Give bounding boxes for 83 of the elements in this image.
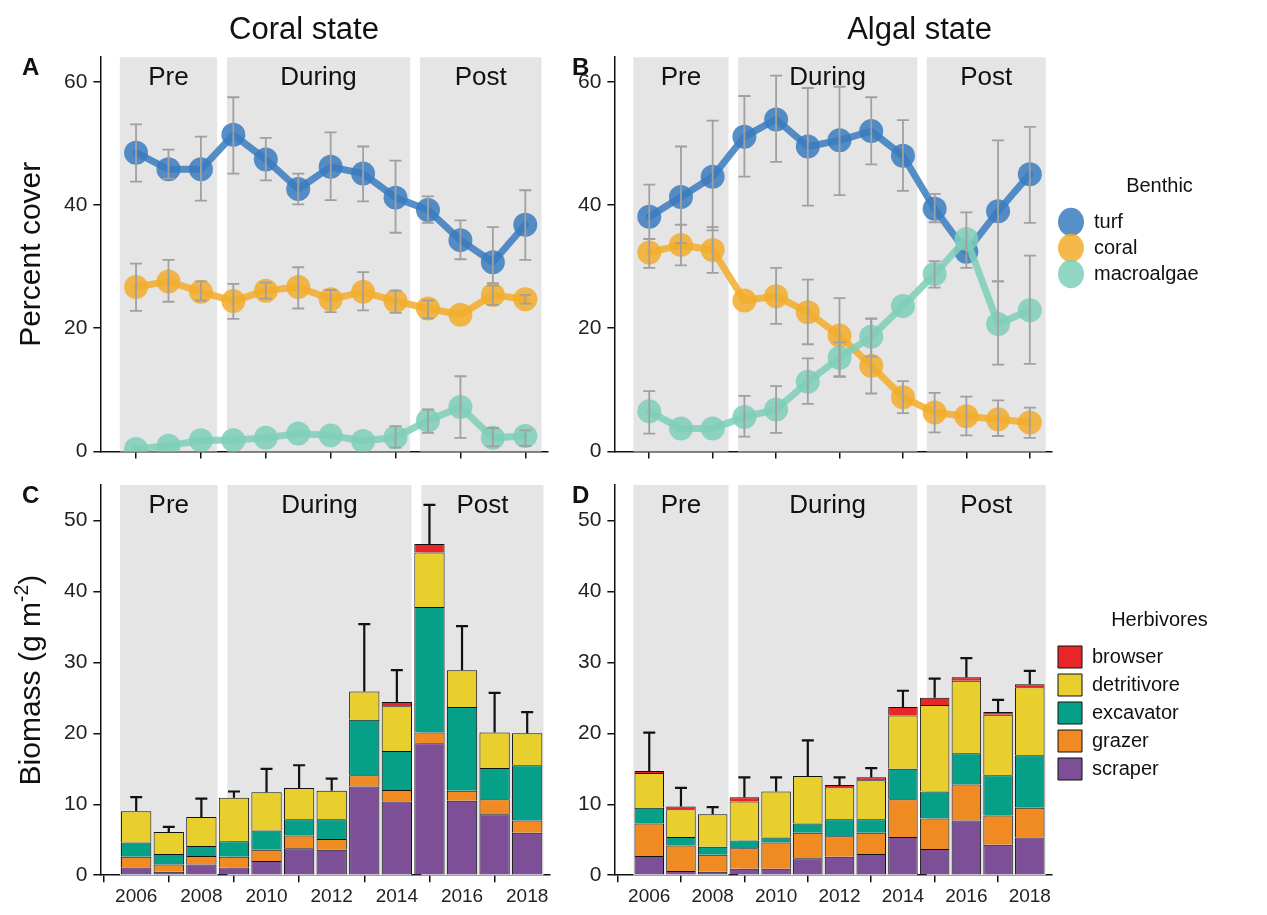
band-label: Pre [148,489,190,520]
band-label: Pre [148,61,189,92]
x-tick-label: 2006 [628,884,671,906]
y-axis-title: Percent cover [13,161,46,347]
point [286,421,311,446]
y-tick-label: 20 [64,315,88,339]
y-tick-label: 40 [578,191,602,215]
y-tick-label: 30 [578,649,602,673]
y-axis-title: Biomass (g m-2) [10,574,46,786]
point [827,345,852,370]
text: D [572,481,590,508]
x-tick-label: 2012 [818,884,861,906]
band-label: Pre [660,489,702,520]
y-tick-label: 10 [578,791,602,815]
band-label: During [280,61,357,92]
point [156,157,181,182]
band-label: During [281,489,358,520]
point [827,128,852,153]
point [221,428,246,452]
y-tick-label: 50 [578,507,602,531]
y-tick-label: 0 [75,438,88,462]
x-tick-label: 2010 [245,884,288,906]
point [668,416,693,441]
point [700,416,725,441]
y-tick-label: 60 [64,68,88,92]
text: C [22,481,40,508]
x-tick-label: 2018 [506,884,549,906]
band-label: During [789,489,866,520]
x-tick-label: 2008 [180,884,223,906]
y-tick-label: 20 [578,315,602,339]
chart-title: Coral state [229,11,379,47]
point [448,395,473,420]
x-tick-label: 2016 [945,884,988,906]
legend-label: turf [1094,209,1124,232]
legend-title: Benthic [1126,173,1193,196]
x-tick-label: 2008 [691,884,734,906]
legend-label: coral [1094,235,1138,258]
y-tick-label: 30 [64,649,88,673]
x-tick-label: 2012 [310,884,353,906]
y-tick-label: 50 [64,507,88,531]
band-label: Pre [660,61,702,92]
point [383,185,408,210]
point [448,302,473,327]
chart-title: Algal state [847,11,992,47]
x-tick-label: 2014 [375,884,419,906]
band-label: Post [960,489,1013,520]
band-label: Post [456,489,510,520]
y-tick-label: 20 [64,720,88,744]
x-tick-label: 2014 [881,884,925,906]
y-tick-label: 20 [578,720,602,744]
y-tick-label: 40 [64,191,88,215]
band-label: Post [454,61,508,92]
point [480,282,505,307]
point [253,278,278,303]
legend-label: scraper [1092,756,1160,779]
point [513,287,538,312]
y-tick-label: 10 [64,791,88,815]
x-tick-label: 2010 [754,884,798,906]
point [188,428,213,452]
legend-label: excavator [1092,700,1180,723]
legend-label: grazer [1092,728,1150,751]
x-tick-label: 2018 [1008,884,1051,906]
point [156,269,181,294]
point [890,294,915,319]
point [732,288,757,313]
point [448,228,473,253]
y-tick-label: 40 [64,578,88,602]
y-tick-label: 0 [75,862,88,885]
x-tick-label: 2006 [115,884,158,906]
point [351,428,376,452]
point [253,425,278,450]
y-tick-label: 0 [589,862,602,885]
y-tick-label: 40 [578,578,602,602]
band-label: Post [960,61,1013,92]
y-tick-label: 0 [589,438,602,462]
legend-label: detritivore [1092,672,1180,695]
point [318,423,343,448]
text: A [22,53,40,81]
legend-title: Herbivores [1111,607,1208,630]
band-label: During [789,61,866,92]
legend-label: browser [1092,644,1164,667]
x-tick-label: 2016 [440,884,484,906]
legend-label: macroalgae [1094,261,1199,284]
